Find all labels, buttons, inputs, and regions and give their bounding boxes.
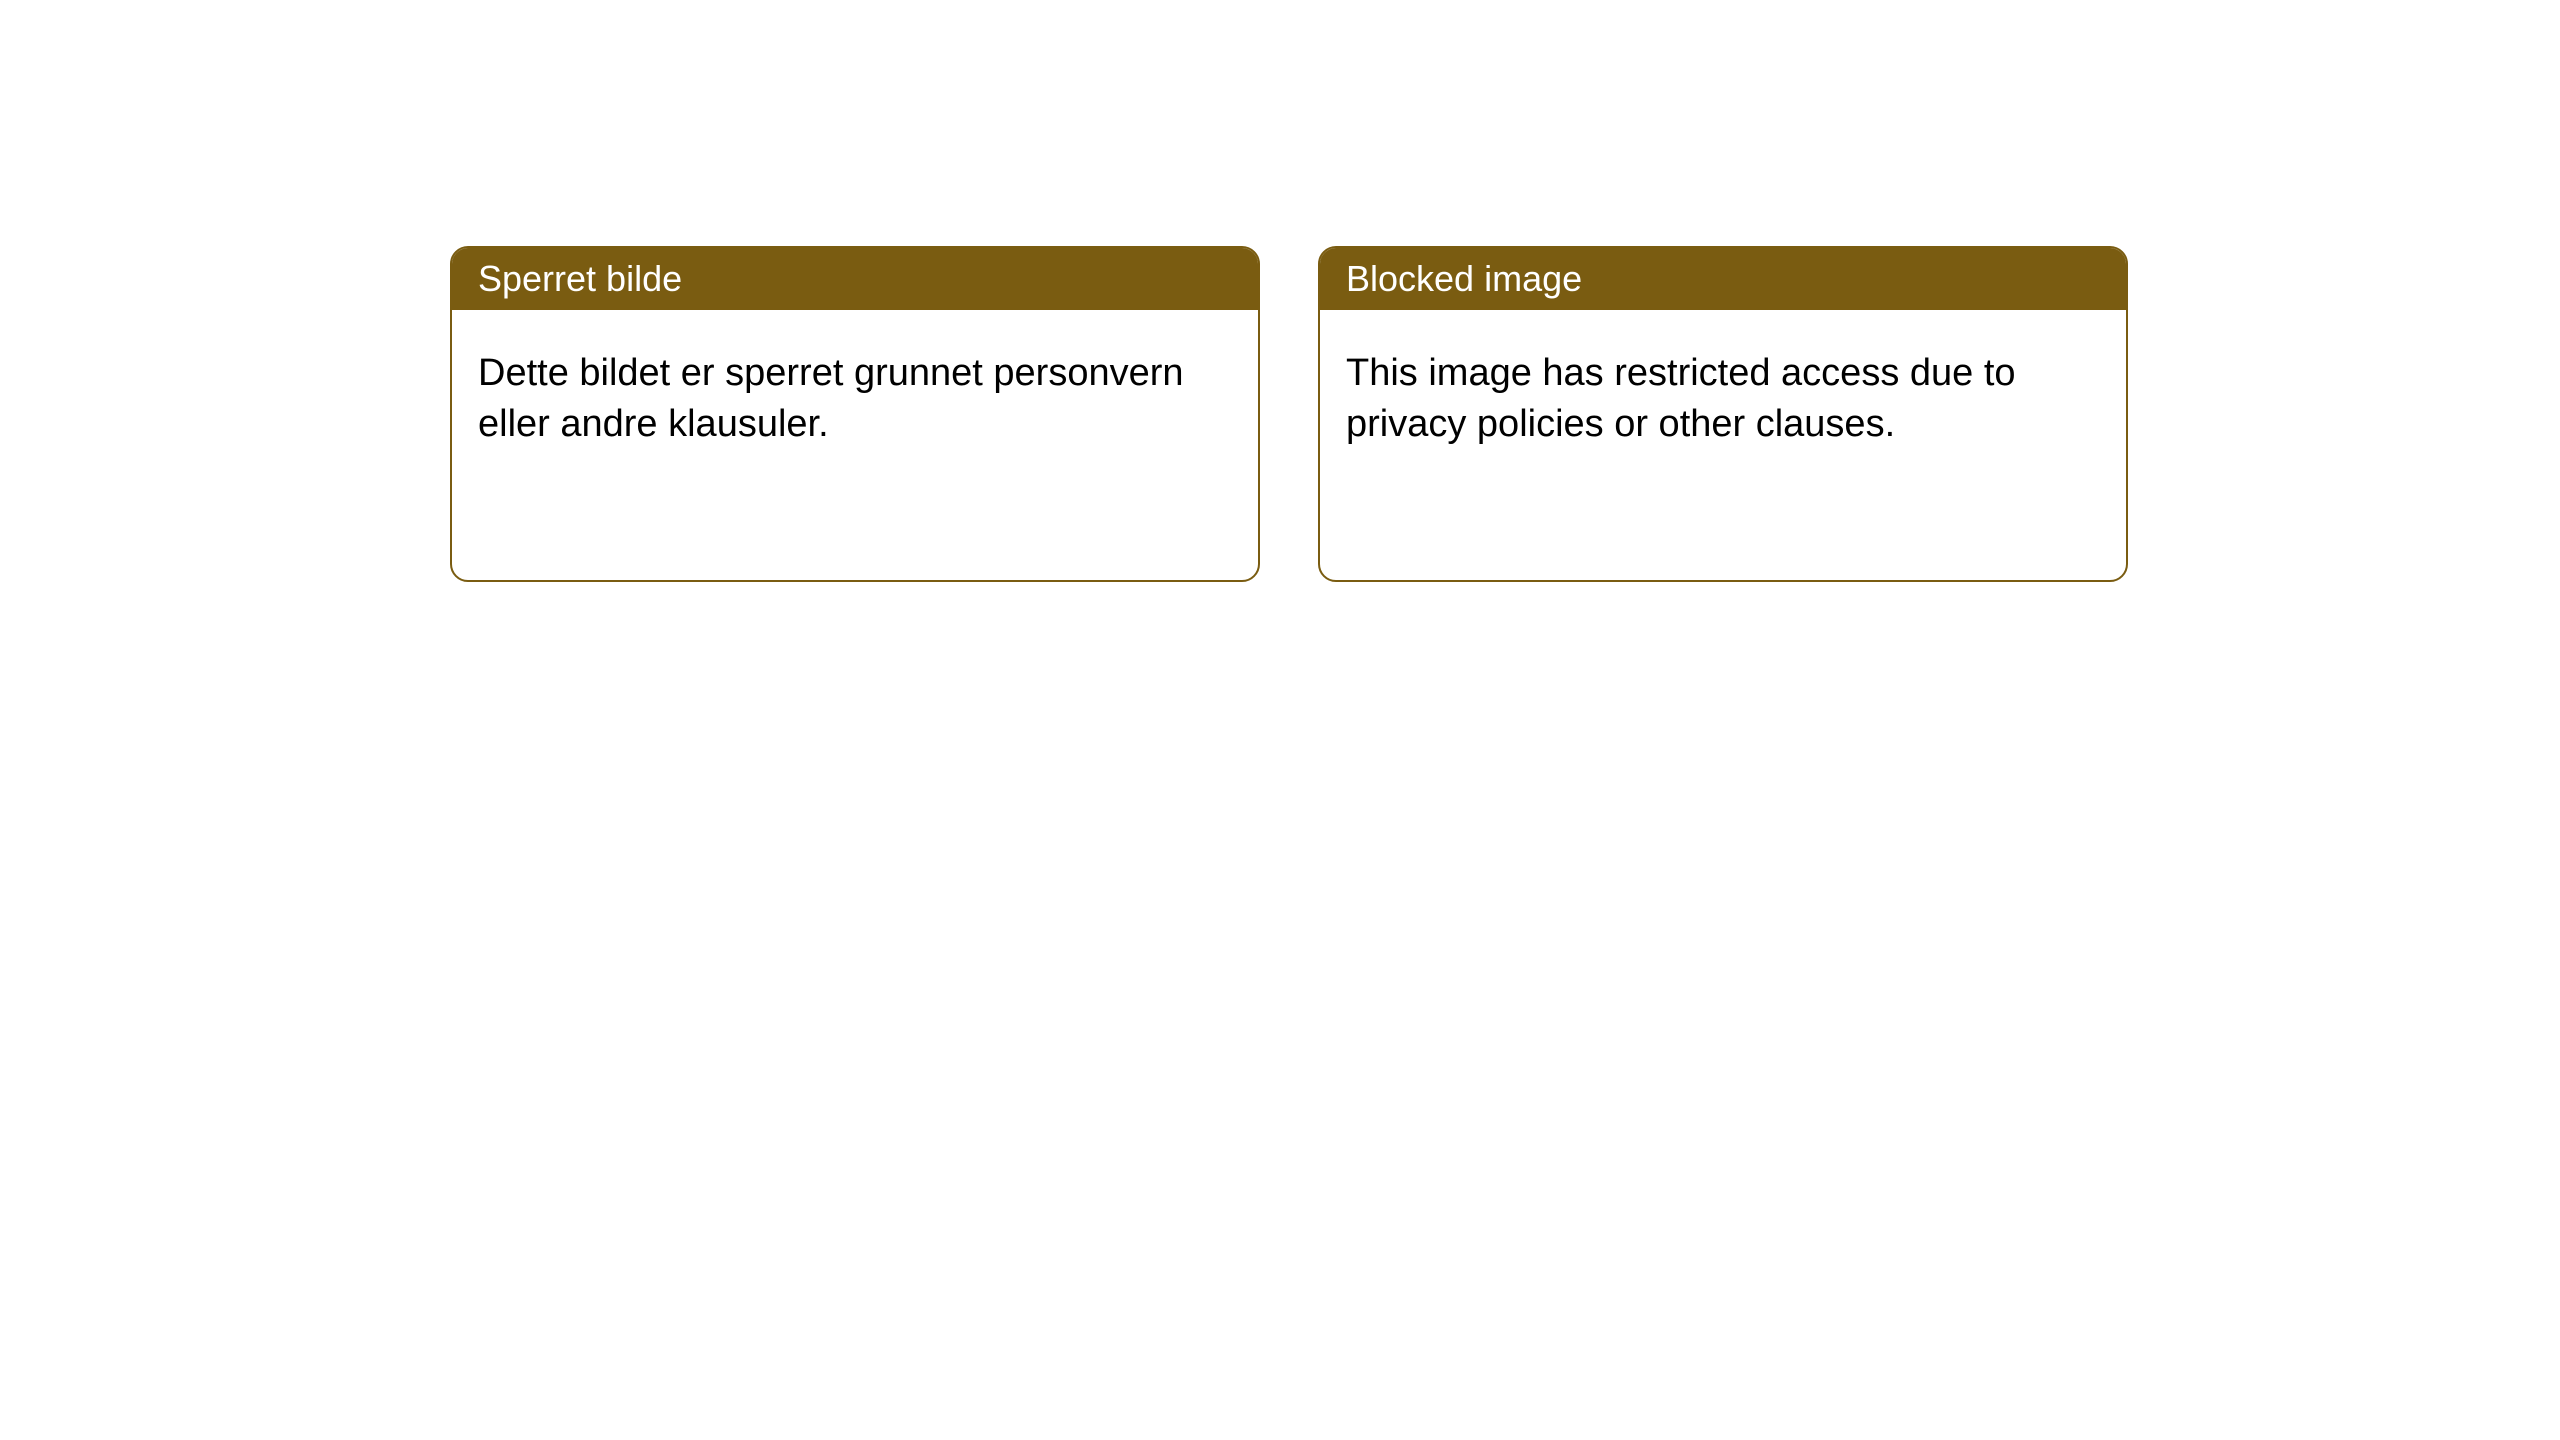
notice-card-body: Dette bildet er sperret grunnet personve… [452,310,1258,489]
notice-card-body: This image has restricted access due to … [1320,310,2126,489]
notice-card-body-text: This image has restricted access due to … [1346,352,2016,445]
notice-card-header: Sperret bilde [452,248,1258,310]
notice-container: Sperret bilde Dette bildet er sperret gr… [0,0,2560,582]
notice-card-norwegian: Sperret bilde Dette bildet er sperret gr… [450,246,1260,582]
notice-card-header: Blocked image [1320,248,2126,310]
notice-card-title: Blocked image [1346,258,1582,299]
notice-card-body-text: Dette bildet er sperret grunnet personve… [478,352,1184,445]
notice-card-title: Sperret bilde [478,258,682,299]
notice-card-english: Blocked image This image has restricted … [1318,246,2128,582]
